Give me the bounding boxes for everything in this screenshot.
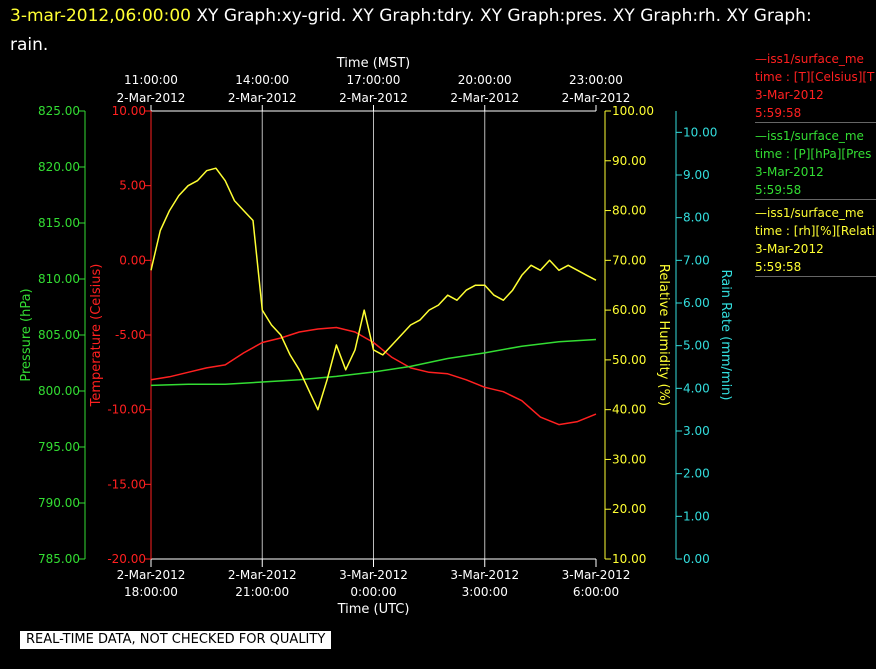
humidity-tick-label: 10.00: [612, 552, 646, 566]
humidity-tick-label: 50.00: [612, 353, 646, 367]
legend-text: 3-Mar-2012: [755, 242, 824, 256]
x-top-tick-label: 2-Mar-2012: [339, 91, 408, 105]
x-top-tick-label: 2-Mar-2012: [450, 91, 519, 105]
x-axis-title: Time (UTC): [337, 602, 410, 617]
x-top-tick-label: 20:00:00: [458, 73, 512, 87]
humidity-axis-title: Relative Humidity (%): [656, 264, 671, 406]
x-top-tick-label: 11:00:00: [124, 73, 178, 87]
humidity-tick-label: 90.00: [612, 154, 646, 168]
rain-tick-label: 4.00: [683, 381, 710, 395]
rain-tick-label: 10.00: [683, 125, 717, 139]
rain-tick-label: 6.00: [683, 296, 710, 310]
pressure-tick-label: 810.00: [38, 272, 80, 286]
graph-header: 3-mar-2012,06:00:00 XY Graph:xy-grid. XY…: [10, 2, 850, 60]
x-tick-label: 3-Mar-2012: [450, 568, 519, 582]
temperature-tick-label: 10.00: [112, 104, 146, 118]
rain-tick-label: 0.00: [683, 552, 710, 566]
rain-tick-label: 1.00: [683, 509, 710, 523]
legend-text: 3-Mar-2012: [755, 165, 824, 179]
humidity-tick-label: 20.00: [612, 502, 646, 516]
pressure-tick-label: 805.00: [38, 328, 80, 342]
legend: —iss1/surface_me time : [T][Celsius][T 3-M…: [755, 50, 876, 281]
humidity-series-line: [150, 167, 597, 411]
rain-tick-label: 9.00: [683, 168, 710, 182]
rain-tick-label: 8.00: [683, 211, 710, 225]
x-tick-label: 21:00:00: [235, 585, 289, 599]
temperature-tick-label: -20.00: [107, 552, 146, 566]
humidity-tick-label: 30.00: [612, 452, 646, 466]
legend-text: 5:59:58: [755, 106, 802, 120]
x-top-tick-label: 2-Mar-2012: [228, 91, 297, 105]
legend-text: 5:59:58: [755, 260, 802, 274]
temperature-tick-label: -15.00: [107, 477, 146, 491]
graph-title-line2: rain.: [10, 35, 49, 55]
humidity-tick-label: 100.00: [612, 104, 654, 118]
humidity-tick-label: 40.00: [612, 403, 646, 417]
temperature-tick-label: 0.00: [119, 253, 146, 267]
x-top-tick-label: 14:00:00: [235, 73, 289, 87]
rain-tick-label: 3.00: [683, 424, 710, 438]
rain-tick-label: 2.00: [683, 467, 710, 481]
x-tick-label: 3-Mar-2012: [339, 568, 408, 582]
x-top-tick-label: 2-Mar-2012: [117, 91, 186, 105]
x-top-tick-label: 17:00:00: [347, 73, 401, 87]
legend-text: —iss1/surface_me: [755, 52, 864, 66]
legend-text: time : [rh][%][Relati: [755, 224, 875, 238]
pressure-series-line: [150, 338, 597, 387]
x-tick-label: 2-Mar-2012: [117, 568, 186, 582]
pressure-tick-label: 795.00: [38, 440, 80, 454]
rain-axis-title: Rain Rate (mm/min): [718, 269, 733, 400]
humidity-tick-label: 60.00: [612, 303, 646, 317]
rain-tick-label: 5.00: [683, 339, 710, 353]
temperature-tick-label: -5.00: [115, 328, 146, 342]
legend-text: time : [T][Celsius][T: [755, 70, 875, 84]
pressure-tick-label: 815.00: [38, 216, 80, 230]
x-tick-label: 0:00:00: [350, 585, 396, 599]
pressure-tick-label: 825.00: [38, 104, 80, 118]
pressure-tick-label: 790.00: [38, 496, 80, 510]
legend-text: time : [P][hPa][Pres: [755, 147, 872, 161]
x-top-tick-label: 23:00:00: [569, 73, 623, 87]
temperature-series-line: [150, 326, 597, 426]
temperature-tick-label: -10.00: [107, 403, 146, 417]
pressure-tick-label: 785.00: [38, 552, 80, 566]
legend-text: 5:59:58: [755, 183, 802, 197]
temperature-axis-title: Temperature (Celsius): [89, 264, 104, 408]
x-tick-label: 3:00:00: [462, 585, 508, 599]
legend-text: —iss1/surface_me: [755, 206, 864, 220]
x-tick-label: 3-Mar-2012: [562, 568, 631, 582]
legend-text: 3-Mar-2012: [755, 88, 824, 102]
x-tick-label: 6:00:00: [573, 585, 619, 599]
pressure-tick-label: 800.00: [38, 384, 80, 398]
x-tick-label: 2-Mar-2012: [228, 568, 297, 582]
timestamp: 3-mar-2012,06:00:00: [10, 6, 191, 26]
x-top-tick-label: 2-Mar-2012: [562, 91, 631, 105]
x-tick-label: 18:00:00: [124, 585, 178, 599]
humidity-tick-label: 80.00: [612, 204, 646, 218]
temperature-tick-label: 5.00: [119, 179, 146, 193]
humidity-tick-label: 70.00: [612, 253, 646, 267]
pressure-axis-title: Pressure (hPa): [19, 288, 34, 381]
graph-title-line1: XY Graph:xy-grid. XY Graph:tdry. XY Grap…: [196, 6, 812, 26]
legend-text: —iss1/surface_me: [755, 129, 864, 143]
rain-tick-label: 7.00: [683, 253, 710, 267]
quality-disclaimer: REAL-TIME DATA, NOT CHECKED FOR QUALITY: [20, 631, 332, 649]
pressure-tick-label: 820.00: [38, 160, 80, 174]
x-top-axis-title: Time (MST): [336, 56, 411, 71]
